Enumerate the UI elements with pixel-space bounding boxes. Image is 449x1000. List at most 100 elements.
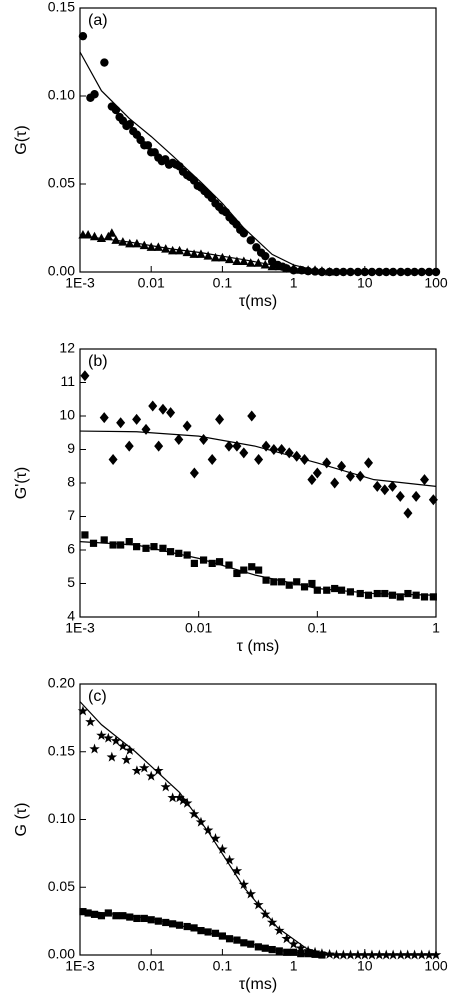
data-point <box>224 254 235 264</box>
x-tick-label: 0.01 <box>138 958 165 974</box>
data-point <box>310 265 320 274</box>
data-point <box>288 938 299 949</box>
data-point <box>307 474 317 486</box>
data-point <box>196 249 206 258</box>
data-point <box>232 256 242 265</box>
x-tick-label: 100 <box>424 275 448 291</box>
data-point <box>274 925 285 936</box>
data-point <box>124 440 134 452</box>
data-point <box>108 454 118 466</box>
fit-line <box>79 701 436 956</box>
data-point <box>153 765 164 776</box>
data-point <box>404 589 412 598</box>
data-point <box>231 865 243 876</box>
data-point <box>84 909 92 917</box>
y-tick-label: 0.15 <box>48 742 75 758</box>
data-point <box>177 795 189 805</box>
data-point <box>189 467 199 479</box>
data-point <box>330 477 340 489</box>
y-tick-label: 0.10 <box>48 87 75 103</box>
data-point <box>245 888 256 899</box>
x-tick-label: 0.1 <box>213 275 233 291</box>
data-point <box>126 913 134 921</box>
data-point <box>411 490 421 502</box>
data-point <box>246 236 255 245</box>
data-point <box>254 454 264 466</box>
y-tick-label: 7 <box>67 507 75 523</box>
data-point <box>166 407 176 419</box>
fit-line <box>79 909 436 956</box>
y-tick-label: 0.00 <box>48 263 75 279</box>
data-point <box>217 843 228 854</box>
data-point <box>255 566 263 574</box>
data-point <box>100 536 108 544</box>
data-point <box>160 781 171 792</box>
x-tick-label: 1 <box>290 958 298 974</box>
data-point <box>429 593 437 601</box>
data-point <box>238 879 250 889</box>
data-point <box>174 433 184 445</box>
fit-line <box>79 430 437 487</box>
plot-frame <box>79 7 437 273</box>
data-point <box>324 948 335 959</box>
data-point <box>210 832 221 843</box>
data-point <box>292 450 302 462</box>
x-tick-label: 0.01 <box>185 620 212 636</box>
x-tick-label: 1E-3 <box>65 958 95 974</box>
x-tick-label: 0.1 <box>213 958 233 974</box>
data-point <box>100 58 109 67</box>
data-point <box>323 586 331 594</box>
data-point <box>111 235 121 244</box>
data-point <box>420 474 429 486</box>
data-point <box>331 584 339 593</box>
plot-frame <box>79 683 437 956</box>
data-point <box>208 559 216 567</box>
plot-frame <box>79 348 437 618</box>
data-point <box>313 586 321 594</box>
data-point <box>145 770 157 781</box>
y-tick-label: 5 <box>67 574 75 590</box>
data-point <box>96 233 107 243</box>
data-point <box>267 261 277 271</box>
data-point <box>254 943 262 951</box>
data-point <box>285 581 293 589</box>
y-tick-label: 0.15 <box>48 0 75 15</box>
data-point <box>112 912 120 920</box>
data-point <box>99 412 109 424</box>
data-point <box>239 229 249 238</box>
data-point <box>396 593 404 601</box>
data-point <box>79 908 87 916</box>
data-point <box>311 950 319 958</box>
data-point <box>281 933 292 944</box>
data-point <box>125 238 135 248</box>
x-tick-label: 0.01 <box>138 275 165 291</box>
y-tick-label: 0.20 <box>48 675 75 691</box>
data-point <box>199 433 209 445</box>
data-point <box>262 576 270 584</box>
y-axis-label: G(τ) <box>13 125 30 154</box>
data-point <box>289 263 299 272</box>
data-point <box>190 924 198 932</box>
data-point <box>300 583 309 591</box>
data-point <box>183 551 191 559</box>
data-point <box>97 912 106 920</box>
data-point <box>106 751 118 762</box>
data-point <box>202 824 214 835</box>
data-point <box>269 444 279 455</box>
data-point <box>355 470 365 482</box>
data-point <box>283 948 291 956</box>
data-point <box>124 744 135 755</box>
data-point <box>133 914 141 923</box>
y-tick-label: 9 <box>67 440 75 456</box>
data-point <box>225 561 233 569</box>
x-tick-label: 1E-3 <box>65 275 95 291</box>
data-point <box>117 740 129 751</box>
data-point <box>81 531 89 539</box>
data-point <box>278 578 286 586</box>
data-point <box>175 549 183 557</box>
data-point <box>89 539 98 547</box>
data-point <box>121 754 132 765</box>
data-point <box>372 480 382 492</box>
